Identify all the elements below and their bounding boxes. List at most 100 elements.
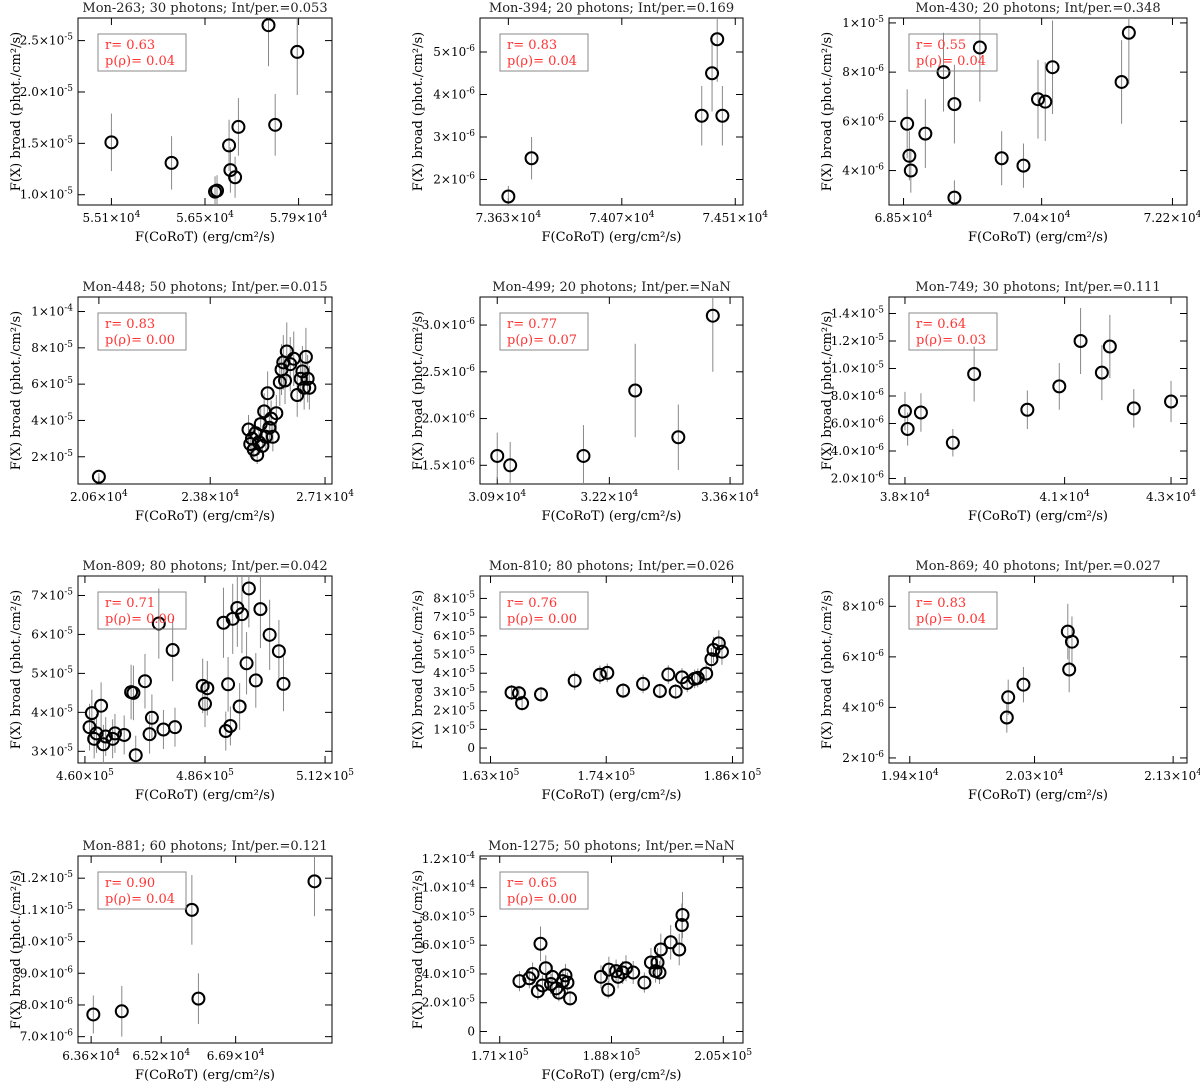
x-tick-label: 2.38×104: [181, 489, 239, 504]
y-tick-label: 9.0×10-6: [20, 965, 73, 980]
data-point: [972, 40, 987, 55]
stats-p: p(ρ)= 0.04: [105, 892, 175, 907]
plot-frame: [77, 855, 333, 1044]
x-axis-label: F(CoRoT) (erg/cm²/s): [542, 788, 682, 803]
data-series: [490, 297, 720, 484]
y-tick-label: 1×10-5: [842, 15, 884, 30]
chart-title: Mon-1275; 50 photons; Int/per.=NaN: [488, 839, 735, 854]
stats-r: r= 0.83: [916, 596, 966, 611]
plot-frame: [479, 575, 744, 764]
y-tick-label: 1.5×10-5: [20, 135, 73, 150]
data-point: [535, 978, 550, 993]
y-tick-label: 7.0×10-6: [20, 1029, 73, 1044]
y-tick-label: 2×10-6: [842, 750, 884, 765]
data-point: [89, 726, 104, 741]
data-point: [1064, 634, 1079, 649]
data-point: [210, 183, 225, 198]
data-point: [290, 388, 305, 403]
plot-frame: [479, 296, 744, 485]
x-tick-label: 7.04×104: [1013, 210, 1071, 225]
data-series: [501, 18, 730, 205]
data-point: [947, 97, 962, 112]
x-tick-label: 1.94×104: [881, 768, 939, 783]
x-axis-label: F(CoRoT) (erg/cm²/s): [968, 509, 1108, 524]
y-tick-label: 3×10-5: [31, 743, 73, 758]
y-tick-label: 2.0×10-5: [20, 84, 73, 99]
y-tick-label: 5×10-5: [31, 665, 73, 680]
stats-box: [97, 591, 187, 630]
chart-panel-10: Mon-881; 60 photons; Int/per.=0.121 6.36×…: [9, 839, 333, 1083]
data-point: [223, 163, 238, 178]
y-axis-label: F(X) broad (phot./cm²/s): [411, 32, 426, 191]
data-point: [231, 119, 246, 134]
data-point: [600, 665, 615, 680]
data-point: [501, 189, 516, 204]
data-point: [525, 966, 540, 981]
x-tick-label: 1.88×105: [583, 1048, 641, 1063]
chart-panel-1: Mon-263; 30 photons; Int/per.=0.053 5.51×…: [9, 1, 333, 245]
data-point: [302, 380, 317, 395]
y-axis-label: F(X) broad (phot./cm²/s): [411, 590, 426, 749]
data-point: [278, 373, 293, 388]
chart-panel-11: Mon-1275; 50 photons; Int/per.=NaN 1.71×1…: [411, 839, 752, 1083]
stats-r: r= 0.64: [916, 317, 966, 332]
data-point: [279, 344, 294, 359]
x-tick-label: 4.3×104: [1146, 489, 1196, 504]
y-tick-label: 1.2×10-5: [831, 333, 884, 348]
y-tick-label: 6×10-6: [842, 113, 884, 128]
y-tick-label: 1.0×10-4: [422, 880, 475, 895]
y-tick-label: 4×10-6: [842, 163, 884, 178]
stats-p: p(ρ)= 0.03: [916, 333, 986, 348]
x-axis-label: F(CoRoT) (erg/cm²/s): [542, 509, 682, 524]
data-point: [1121, 25, 1136, 40]
data-point: [200, 681, 215, 696]
x-tick-label: 3.09×104: [468, 489, 526, 504]
x-tick-label: 6.85×104: [875, 210, 933, 225]
data-point: [592, 667, 607, 682]
stats-box: [908, 591, 998, 630]
y-tick-label: 1.5×10-6: [422, 457, 475, 472]
data-point: [593, 969, 608, 984]
y-tick-label: 4×10-6: [842, 699, 884, 714]
data-point: [290, 44, 305, 59]
chart-panel-8: Mon-810; 80 photons; Int/per.=0.026 1.63×…: [411, 559, 762, 803]
data-point: [144, 710, 159, 725]
y-tick-label: 2.0×10-5: [422, 995, 475, 1010]
stats-p: p(ρ)= 0.04: [916, 612, 986, 627]
data-point: [268, 117, 283, 132]
data-point: [137, 674, 152, 689]
stats-r: r= 0.63: [105, 38, 155, 53]
y-tick-label: 2.5×10-5: [20, 33, 73, 48]
data-point: [91, 469, 106, 484]
y-tick-label: 1.0×10-5: [831, 361, 884, 376]
data-point: [1020, 402, 1035, 417]
data-point: [253, 602, 268, 617]
stats-p: p(ρ)= 0.07: [507, 333, 577, 348]
data-point: [601, 962, 616, 977]
y-tick-label: 2.5×10-6: [422, 364, 475, 379]
data-point: [293, 371, 308, 386]
data-point: [1052, 379, 1067, 394]
data-point: [504, 685, 519, 700]
data-point: [232, 699, 247, 714]
data-point: [114, 1004, 129, 1019]
y-axis-label: F(X) broad (phot./cm²/s): [9, 311, 24, 470]
stats-r: r= 0.55: [916, 38, 966, 53]
data-point: [222, 138, 237, 153]
data-point: [704, 652, 719, 667]
x-tick-label: 4.60×105: [56, 768, 114, 783]
data-point: [271, 644, 286, 659]
y-tick-label: 4×10-5: [31, 412, 73, 427]
y-axis-label: F(X) broad (phot./cm²/s): [9, 590, 24, 749]
data-point: [994, 151, 1009, 166]
data-point: [1094, 365, 1109, 380]
chart-panel-5: Mon-499; 20 photons; Int/per.=NaN 3.09×10…: [411, 280, 759, 524]
chart-title: Mon-499; 20 photons; Int/per.=NaN: [492, 280, 730, 295]
data-series: [82, 576, 291, 763]
chart-title: Mon-749; 30 photons; Int/per.=0.111: [915, 280, 1160, 295]
x-tick-label: 7.407×104: [589, 210, 655, 225]
y-axis-label: F(X) broad (phot./cm²/s): [820, 311, 835, 470]
stats-box: [97, 33, 187, 72]
data-point: [1164, 394, 1179, 409]
